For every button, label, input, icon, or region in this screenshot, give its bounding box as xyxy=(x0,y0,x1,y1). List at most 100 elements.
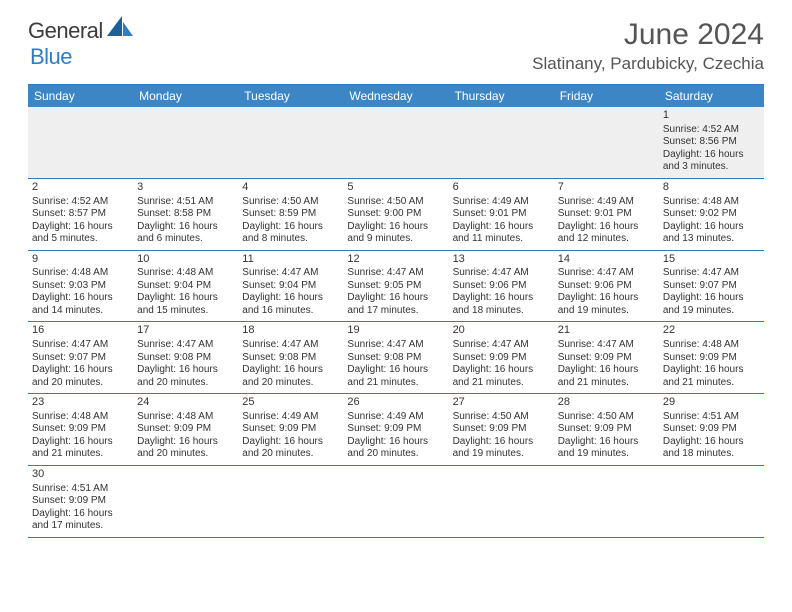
day-number: 5 xyxy=(347,181,444,195)
day-number: 13 xyxy=(453,253,550,267)
week-row: 16Sunrise: 4:47 AMSunset: 9:07 PMDayligh… xyxy=(28,322,764,394)
day-sunrise: Sunrise: 4:50 AM xyxy=(242,196,339,209)
day-cell: 3Sunrise: 4:51 AMSunset: 8:58 PMDaylight… xyxy=(133,179,238,250)
day-dl1: Daylight: 16 hours xyxy=(32,364,129,377)
day-number: 4 xyxy=(242,181,339,195)
day-dl2: and 20 minutes. xyxy=(242,377,339,390)
day-dl1: Daylight: 16 hours xyxy=(347,292,444,305)
day-dl2: and 15 minutes. xyxy=(137,305,234,318)
day-cell-empty xyxy=(238,107,343,178)
day-sunrise: Sunrise: 4:51 AM xyxy=(663,411,760,424)
day-dl2: and 20 minutes. xyxy=(242,448,339,461)
day-dl1: Daylight: 16 hours xyxy=(137,436,234,449)
day-dl1: Daylight: 16 hours xyxy=(347,436,444,449)
header: General June 2024 Slatinany, Pardubicky,… xyxy=(0,0,792,78)
day-cell: 18Sunrise: 4:47 AMSunset: 9:08 PMDayligh… xyxy=(238,322,343,393)
day-dl2: and 9 minutes. xyxy=(347,233,444,246)
day-sunset: Sunset: 9:09 PM xyxy=(663,423,760,436)
day-sunrise: Sunrise: 4:51 AM xyxy=(137,196,234,209)
day-number: 14 xyxy=(558,253,655,267)
day-cell: 27Sunrise: 4:50 AMSunset: 9:09 PMDayligh… xyxy=(449,394,554,465)
day-cell-empty xyxy=(449,107,554,178)
day-cell-empty xyxy=(343,466,448,537)
day-dl2: and 3 minutes. xyxy=(663,161,760,174)
day-cell-empty xyxy=(343,107,448,178)
day-sunrise: Sunrise: 4:48 AM xyxy=(137,411,234,424)
day-dl2: and 13 minutes. xyxy=(663,233,760,246)
day-dl2: and 19 minutes. xyxy=(453,448,550,461)
logo-word-general: General xyxy=(28,18,103,44)
day-number: 18 xyxy=(242,324,339,338)
day-cell: 11Sunrise: 4:47 AMSunset: 9:04 PMDayligh… xyxy=(238,251,343,322)
day-cell: 9Sunrise: 4:48 AMSunset: 9:03 PMDaylight… xyxy=(28,251,133,322)
day-sunset: Sunset: 9:09 PM xyxy=(453,423,550,436)
day-sunrise: Sunrise: 4:49 AM xyxy=(242,411,339,424)
day-cell: 21Sunrise: 4:47 AMSunset: 9:09 PMDayligh… xyxy=(554,322,659,393)
weekday-tue: Tuesday xyxy=(238,85,343,107)
week-row: 1Sunrise: 4:52 AMSunset: 8:56 PMDaylight… xyxy=(28,107,764,179)
day-dl2: and 18 minutes. xyxy=(453,305,550,318)
day-sunrise: Sunrise: 4:51 AM xyxy=(32,483,129,496)
day-dl2: and 21 minutes. xyxy=(558,377,655,390)
week-row: 2Sunrise: 4:52 AMSunset: 8:57 PMDaylight… xyxy=(28,179,764,251)
day-cell: 6Sunrise: 4:49 AMSunset: 9:01 PMDaylight… xyxy=(449,179,554,250)
day-sunrise: Sunrise: 4:48 AM xyxy=(663,339,760,352)
day-cell: 24Sunrise: 4:48 AMSunset: 9:09 PMDayligh… xyxy=(133,394,238,465)
day-number: 24 xyxy=(137,396,234,410)
day-dl2: and 5 minutes. xyxy=(32,233,129,246)
day-dl1: Daylight: 16 hours xyxy=(347,364,444,377)
day-number: 15 xyxy=(663,253,760,267)
day-number: 26 xyxy=(347,396,444,410)
day-number: 19 xyxy=(347,324,444,338)
day-sunset: Sunset: 9:08 PM xyxy=(347,352,444,365)
day-dl1: Daylight: 16 hours xyxy=(663,292,760,305)
day-sunrise: Sunrise: 4:47 AM xyxy=(242,267,339,280)
day-cell-empty xyxy=(133,466,238,537)
day-number: 11 xyxy=(242,253,339,267)
day-dl2: and 20 minutes. xyxy=(137,377,234,390)
day-dl1: Daylight: 16 hours xyxy=(663,221,760,234)
day-sunset: Sunset: 9:04 PM xyxy=(242,280,339,293)
day-number: 29 xyxy=(663,396,760,410)
day-sunset: Sunset: 9:09 PM xyxy=(347,423,444,436)
day-sunrise: Sunrise: 4:47 AM xyxy=(558,339,655,352)
day-cell-empty xyxy=(449,466,554,537)
day-cell: 14Sunrise: 4:47 AMSunset: 9:06 PMDayligh… xyxy=(554,251,659,322)
day-sunrise: Sunrise: 4:47 AM xyxy=(137,339,234,352)
day-sunrise: Sunrise: 4:47 AM xyxy=(453,339,550,352)
day-dl2: and 19 minutes. xyxy=(558,448,655,461)
day-sunrise: Sunrise: 4:47 AM xyxy=(558,267,655,280)
day-sunset: Sunset: 9:09 PM xyxy=(32,423,129,436)
day-cell: 1Sunrise: 4:52 AMSunset: 8:56 PMDaylight… xyxy=(659,107,764,178)
day-sunrise: Sunrise: 4:47 AM xyxy=(32,339,129,352)
month-title: June 2024 xyxy=(532,18,764,52)
day-dl1: Daylight: 16 hours xyxy=(32,436,129,449)
day-cell: 20Sunrise: 4:47 AMSunset: 9:09 PMDayligh… xyxy=(449,322,554,393)
day-dl2: and 17 minutes. xyxy=(32,520,129,533)
day-cell: 25Sunrise: 4:49 AMSunset: 9:09 PMDayligh… xyxy=(238,394,343,465)
day-cell: 10Sunrise: 4:48 AMSunset: 9:04 PMDayligh… xyxy=(133,251,238,322)
location: Slatinany, Pardubicky, Czechia xyxy=(532,54,764,74)
day-cell: 8Sunrise: 4:48 AMSunset: 9:02 PMDaylight… xyxy=(659,179,764,250)
day-cell: 19Sunrise: 4:47 AMSunset: 9:08 PMDayligh… xyxy=(343,322,448,393)
day-dl1: Daylight: 16 hours xyxy=(347,221,444,234)
day-sunset: Sunset: 8:56 PM xyxy=(663,136,760,149)
day-sunset: Sunset: 9:09 PM xyxy=(32,495,129,508)
day-cell-empty xyxy=(28,107,133,178)
day-dl2: and 20 minutes. xyxy=(32,377,129,390)
day-dl2: and 19 minutes. xyxy=(558,305,655,318)
day-dl2: and 18 minutes. xyxy=(663,448,760,461)
day-number: 7 xyxy=(558,181,655,195)
day-dl1: Daylight: 16 hours xyxy=(32,508,129,521)
day-number: 25 xyxy=(242,396,339,410)
day-cell: 7Sunrise: 4:49 AMSunset: 9:01 PMDaylight… xyxy=(554,179,659,250)
day-dl2: and 20 minutes. xyxy=(347,448,444,461)
weeks: 1Sunrise: 4:52 AMSunset: 8:56 PMDaylight… xyxy=(28,107,764,538)
day-dl1: Daylight: 16 hours xyxy=(558,221,655,234)
day-dl1: Daylight: 16 hours xyxy=(663,364,760,377)
day-number: 10 xyxy=(137,253,234,267)
day-dl1: Daylight: 16 hours xyxy=(137,292,234,305)
day-number: 3 xyxy=(137,181,234,195)
day-sunrise: Sunrise: 4:48 AM xyxy=(663,196,760,209)
day-cell: 26Sunrise: 4:49 AMSunset: 9:09 PMDayligh… xyxy=(343,394,448,465)
